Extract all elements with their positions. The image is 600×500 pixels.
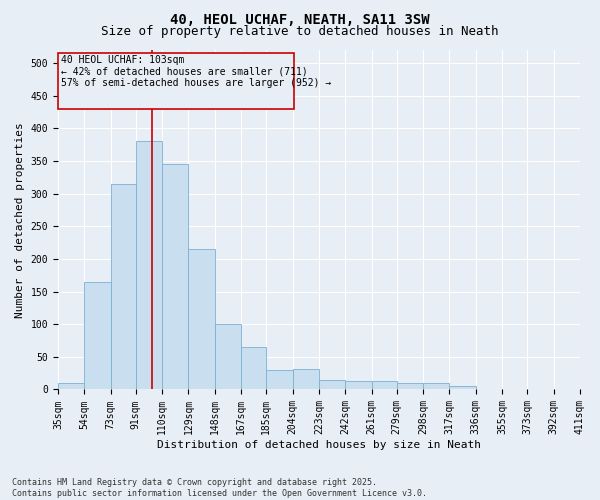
Bar	[554, 389, 580, 390]
Bar	[84, 282, 110, 390]
X-axis label: Distribution of detached houses by size in Neath: Distribution of detached houses by size …	[157, 440, 481, 450]
Bar	[372, 381, 397, 390]
Bar	[319, 380, 346, 390]
Bar	[476, 389, 502, 390]
Bar	[136, 142, 162, 390]
Y-axis label: Number of detached properties: Number of detached properties	[15, 122, 25, 318]
Bar	[346, 381, 372, 390]
Bar	[162, 164, 188, 390]
Bar	[215, 324, 241, 390]
Text: Contains HM Land Registry data © Crown copyright and database right 2025.
Contai: Contains HM Land Registry data © Crown c…	[12, 478, 427, 498]
Bar	[293, 368, 319, 390]
Bar	[266, 370, 293, 390]
Bar	[397, 383, 423, 390]
Text: 40, HEOL UCHAF, NEATH, SA11 3SW: 40, HEOL UCHAF, NEATH, SA11 3SW	[170, 12, 430, 26]
Text: 40 HEOL UCHAF: 103sqm
← 42% of detached houses are smaller (711)
57% of semi-det: 40 HEOL UCHAF: 103sqm ← 42% of detached …	[61, 55, 331, 88]
Bar	[110, 184, 136, 390]
Bar	[423, 383, 449, 390]
Bar	[58, 383, 84, 390]
FancyBboxPatch shape	[58, 54, 294, 109]
Bar	[241, 347, 266, 390]
Bar	[188, 249, 215, 390]
Bar	[502, 389, 527, 390]
Bar	[527, 389, 554, 390]
Text: Size of property relative to detached houses in Neath: Size of property relative to detached ho…	[101, 25, 499, 38]
Bar	[449, 386, 476, 390]
